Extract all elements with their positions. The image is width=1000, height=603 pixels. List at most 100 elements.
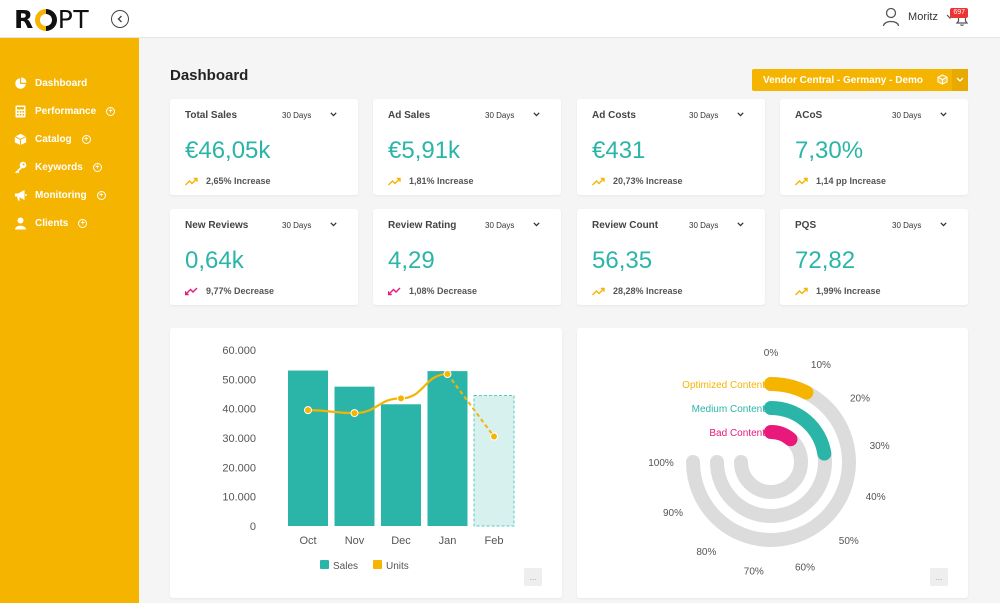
kpi-change: 20,73% Increase <box>592 176 683 186</box>
chevron-down-icon[interactable] <box>940 222 947 227</box>
pie-chart-icon <box>14 77 27 90</box>
chevron-down-icon[interactable] <box>330 222 337 227</box>
brand-logo[interactable]: R PT <box>14 4 89 34</box>
chevron-down-icon[interactable] <box>533 222 540 227</box>
logo-letter-r: R <box>14 4 34 34</box>
notification-badge: 697 <box>950 8 968 18</box>
kpi-period-select[interactable]: 30 Days <box>892 111 922 120</box>
kpi-label: New Reviews <box>185 220 249 231</box>
chevron-down-icon[interactable] <box>533 112 540 117</box>
kpi-change: 9,77% Decrease <box>185 286 274 296</box>
units-point[interactable] <box>397 394 405 403</box>
chevron-down-icon[interactable] <box>737 112 744 117</box>
trend-down-icon <box>388 287 401 295</box>
x-tick-label: Oct <box>299 535 316 547</box>
radial-bar-bad-content[interactable] <box>764 425 798 447</box>
radial-series-label: Medium Content <box>692 404 766 415</box>
kpi-period-select[interactable]: 30 Days <box>282 221 312 230</box>
kpi-value: 72,82 <box>795 247 856 274</box>
vendor-selector-toggle[interactable] <box>952 69 968 91</box>
expand-plus-icon[interactable]: + <box>78 218 88 228</box>
radial-bar-medium-content[interactable] <box>764 401 832 461</box>
radial-tick-label: 20% <box>850 393 870 404</box>
sidebar-item-label: Clients <box>35 217 69 229</box>
legend-swatch-sales <box>320 560 329 569</box>
kpi-change-text: 2,65% Increase <box>206 176 271 186</box>
sales-bar[interactable] <box>473 394 515 527</box>
units-point[interactable] <box>350 409 359 418</box>
logo-o-icon <box>34 9 57 31</box>
page-title: Dashboard <box>170 67 249 84</box>
radial-tick-label: 0% <box>764 348 779 359</box>
kpi-change: 1,99% Increase <box>795 286 881 296</box>
kpi-period-select[interactable]: 30 Days <box>485 221 515 230</box>
trend-down-icon <box>185 287 198 295</box>
sales-units-chart: 0 10.000 20.000 30.000 40.000 50.000 60.000 Oct… <box>222 345 515 572</box>
vendor-selector[interactable]: Vendor Central - Germany - Demo <box>752 69 968 91</box>
chevron-down-icon[interactable] <box>737 222 744 227</box>
expand-plus-icon[interactable]: + <box>81 134 91 144</box>
trend-up-icon <box>592 177 605 185</box>
sales-bar[interactable] <box>427 371 468 526</box>
sales-bar[interactable] <box>381 404 421 526</box>
chevron-left-icon <box>117 15 122 23</box>
radial-tick-label: 80% <box>696 547 716 558</box>
kpi-change: 1,81% Increase <box>388 176 474 186</box>
kpi-value: 7,30% <box>795 137 864 164</box>
kpi-change-text: 1,14 pp Increase <box>816 176 887 186</box>
legend-label-sales[interactable]: Sales <box>333 561 358 572</box>
user-menu[interactable]: Moritz <box>882 7 954 27</box>
calculator-icon <box>14 105 27 118</box>
sidebar-item-dashboard[interactable]: Dashboard <box>0 69 139 97</box>
sidebar-item-label: Keywords <box>35 161 83 173</box>
sidebar-item-label: Catalog <box>35 133 72 145</box>
units-line <box>307 372 448 415</box>
units-point[interactable] <box>304 406 312 415</box>
kpi-period-select[interactable]: 30 Days <box>892 221 922 230</box>
sales-bar[interactable] <box>288 370 328 526</box>
kpi-label: Ad Sales <box>388 110 431 121</box>
box-icon <box>14 133 27 146</box>
y-tick-label: 20.000 <box>222 462 256 474</box>
top-bar: R PT Moritz 697 <box>0 0 1000 38</box>
expand-plus-icon[interactable]: + <box>96 190 106 200</box>
y-tick-label: 0 <box>250 521 256 533</box>
x-tick-label: Jan <box>439 535 457 547</box>
kpi-value: €5,91k <box>388 137 461 164</box>
kpi-period-select[interactable]: 30 Days <box>689 221 719 230</box>
collapse-sidebar-button[interactable] <box>111 10 129 28</box>
logo-letters-pt: PT <box>57 4 90 34</box>
kpi-card-new-reviews: New Reviews 30 Days 0,64k 9,77% Decrease <box>170 209 358 305</box>
radial-tick-label: 50% <box>839 536 859 547</box>
kpi-period-select[interactable]: 30 Days <box>282 111 312 120</box>
chevron-down-icon[interactable] <box>940 112 947 117</box>
units-point[interactable] <box>443 370 452 379</box>
expand-plus-icon[interactable]: + <box>92 162 102 172</box>
sidebar-item-catalog[interactable]: Catalog + <box>0 125 139 153</box>
radial-more-button[interactable]: ... <box>930 568 948 586</box>
radial-tick-label: 30% <box>870 441 890 452</box>
sidebar-item-clients[interactable]: Clients + <box>0 209 139 237</box>
sidebar-item-keywords[interactable]: Keywords + <box>0 153 139 181</box>
sales-bar[interactable] <box>334 386 375 526</box>
users-icon <box>14 217 27 230</box>
expand-plus-icon[interactable]: + <box>106 106 116 116</box>
kpi-period-select[interactable]: 30 Days <box>485 111 515 120</box>
chart-more-button[interactable]: ... <box>524 568 542 586</box>
sidebar-nav: Dashboard Performance + Catalog + Keywords + Mo… <box>0 69 139 237</box>
y-tick-label: 50.000 <box>222 374 256 386</box>
legend-label-units[interactable]: Units <box>386 561 409 572</box>
kpi-card-review-count: Review Count 30 Days 56,35 28,28% Increase <box>577 209 765 305</box>
chevron-down-icon[interactable] <box>330 112 337 117</box>
kpi-period-select[interactable]: 30 Days <box>689 111 719 120</box>
radial-bar-optimized-content[interactable] <box>764 377 814 400</box>
y-tick-label: 40.000 <box>222 404 256 416</box>
vendor-selector-label: Vendor Central - Germany - Demo <box>763 74 924 86</box>
y-tick-label: 30.000 <box>222 433 256 445</box>
sidebar-item-performance[interactable]: Performance + <box>0 97 139 125</box>
trend-up-icon <box>795 177 808 185</box>
kpi-value: 4,29 <box>388 247 435 274</box>
units-point[interactable] <box>490 432 498 441</box>
sidebar-item-monitoring[interactable]: Monitoring + <box>0 181 139 209</box>
kpi-card-review-rating: Review Rating 30 Days 4,29 1,08% Decrease <box>373 209 561 305</box>
